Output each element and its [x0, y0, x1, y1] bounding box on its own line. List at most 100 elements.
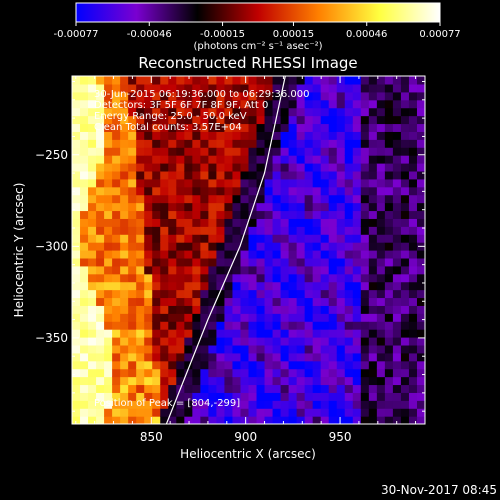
heatmap-cell: [168, 376, 177, 386]
heatmap-cell: [304, 313, 314, 322]
heatmap-cell: [72, 131, 81, 140]
heatmap-cell: [328, 163, 338, 172]
heatmap-cell: [248, 344, 258, 354]
heatmap-cell: [128, 107, 137, 117]
heatmap-cell: [288, 313, 298, 322]
heatmap-cell: [368, 281, 378, 291]
heatmap-cell: [208, 234, 218, 243]
heatmap-cell: [272, 344, 282, 354]
heatmap-cell: [232, 400, 242, 409]
heatmap-cell: [400, 321, 410, 330]
heatmap-cell: [296, 76, 306, 85]
heatmap-cell: [376, 242, 386, 251]
heatmap-cell: [320, 234, 330, 243]
heatmap-cell: [136, 360, 145, 370]
heatmap-cell: [240, 218, 250, 227]
heatmap-cell: [240, 265, 250, 275]
heatmap-cell: [312, 313, 322, 322]
heatmap-cell: [80, 289, 89, 299]
heatmap-cell: [328, 384, 338, 393]
heatmap-cell: [328, 360, 338, 370]
heatmap-cell: [360, 344, 370, 354]
heatmap-cell: [216, 83, 226, 93]
heatmap-cell: [256, 76, 266, 85]
x-tick-label: 950: [329, 430, 352, 444]
heatmap-cell: [160, 131, 169, 140]
heatmap-cell: [240, 400, 250, 409]
heatmap-cell: [280, 281, 290, 291]
heatmap-cell: [144, 265, 153, 275]
heatmap-cell: [336, 170, 346, 180]
heatmap-cell: [320, 376, 330, 386]
heatmap-cell: [112, 226, 121, 235]
heatmap-cell: [256, 202, 266, 212]
heatmap-cell: [408, 131, 418, 140]
heatmap-cell: [264, 257, 274, 267]
heatmap-cell: [232, 329, 242, 338]
heatmap-cell: [136, 305, 145, 314]
heatmap-cell: [376, 178, 386, 188]
heatmap-cell: [304, 376, 314, 386]
heatmap-cell: [368, 289, 378, 299]
heatmap-cell: [368, 384, 378, 393]
heatmap-cell: [384, 305, 394, 314]
heatmap-cell: [360, 202, 370, 212]
heatmap-cell: [192, 115, 201, 125]
heatmap-cell: [168, 408, 177, 417]
heatmap-cell: [168, 273, 177, 283]
heatmap-cell: [288, 107, 298, 117]
heatmap-cell: [240, 352, 250, 362]
heatmap-cell: [248, 329, 258, 338]
heatmap-cell: [152, 202, 161, 212]
heatmap-cell: [232, 99, 242, 109]
heatmap-cell: [120, 289, 129, 299]
heatmap-cell: [136, 163, 145, 172]
heatmap-cell: [168, 83, 177, 93]
heatmap-cell: [384, 281, 394, 291]
heatmap-cell: [192, 163, 201, 172]
heatmap-cell: [352, 329, 362, 338]
heatmap-cell: [272, 376, 282, 386]
heatmap-cell: [88, 242, 97, 251]
heatmap-cell: [128, 329, 137, 338]
heatmap-cell: [336, 123, 346, 132]
heatmap-cell: [352, 115, 362, 125]
heatmap-cell: [216, 400, 226, 409]
heatmap-cell: [192, 297, 201, 306]
heatmap-cell: [384, 250, 394, 259]
heatmap-cell: [296, 186, 306, 196]
heatmap-cell: [128, 273, 137, 283]
heatmap-cell: [312, 368, 322, 378]
heatmap-cell: [400, 163, 410, 172]
heatmap-cell: [88, 400, 97, 409]
heatmap-cell: [160, 297, 169, 306]
heatmap-cell: [160, 139, 169, 148]
heatmap-cell: [112, 297, 121, 306]
heatmap-cell: [232, 360, 242, 370]
heatmap-cell: [216, 218, 226, 227]
heatmap-cell: [112, 281, 121, 291]
heatmap-cell: [232, 210, 242, 219]
heatmap-cell: [344, 170, 354, 180]
heatmap-cell: [128, 297, 137, 306]
heatmap-cell: [80, 163, 89, 172]
heatmap-cell: [312, 226, 322, 235]
heatmap-cell: [328, 131, 338, 140]
heatmap-cell: [296, 329, 306, 338]
heatmap-cell: [208, 297, 218, 306]
heatmap-cell: [272, 242, 282, 251]
heatmap-cell: [80, 265, 89, 275]
heatmap-cell: [160, 107, 169, 117]
heatmap-cell: [272, 155, 282, 164]
heatmap-cell: [384, 210, 394, 219]
heatmap-cell: [408, 186, 418, 196]
heatmap-cell: [88, 163, 97, 172]
heatmap-cell: [208, 123, 218, 132]
heatmap-cell: [328, 329, 338, 338]
heatmap-cell: [104, 186, 113, 196]
heatmap-cell: [80, 273, 89, 283]
heatmap-cell: [224, 83, 234, 93]
heatmap-cell: [240, 155, 250, 164]
colorbar: [75, 2, 441, 23]
heatmap-cell: [360, 76, 370, 85]
